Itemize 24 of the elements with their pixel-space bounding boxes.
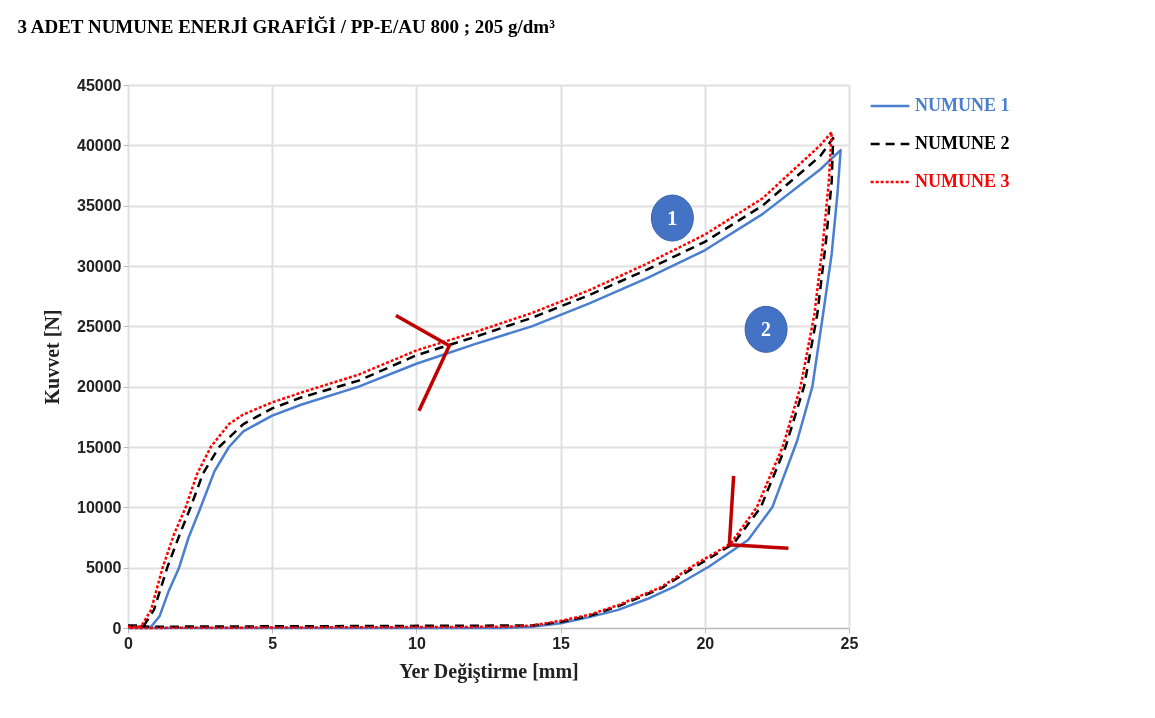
x-tick-label: 20 (696, 634, 715, 652)
y-tick-label: 0 (112, 619, 122, 637)
legend-label: NUMUNE 1 (915, 95, 1010, 115)
y-tick-label: 5000 (85, 559, 122, 577)
x-tick-label: 0 (124, 634, 134, 652)
y-axis-title: Kuvvet [N] (41, 309, 64, 405)
x-axis-title: Yer Değiştirme [mm] (399, 659, 579, 683)
x-tick-label: 15 (552, 634, 571, 652)
x-tick-label: 5 (268, 634, 278, 652)
annotation: 1 (667, 207, 678, 230)
y-tick-label: 25000 (77, 317, 122, 335)
y-tick-label: 40000 (77, 136, 122, 154)
legend-label: NUMUNE 3 (915, 171, 1010, 191)
y-tick-label: 35000 (77, 197, 122, 215)
x-tick-label: 25 (840, 634, 859, 652)
x-tick-label: 10 (408, 634, 426, 652)
y-tick-label: 20000 (77, 378, 122, 396)
y-tick-label: 15000 (77, 438, 122, 456)
y-tick-label: 30000 (77, 257, 122, 275)
y-tick-label: 45000 (77, 76, 122, 94)
annotation: 2 (761, 318, 772, 341)
y-tick-label: 10000 (77, 498, 122, 516)
chart-title: 3 ADET NUMUNE ENERJİ GRAFİĞİ / PP-E/AU 800 ; 205 g/dm³ (17, 16, 556, 37)
legend-label: NUMUNE 2 (915, 133, 1010, 153)
